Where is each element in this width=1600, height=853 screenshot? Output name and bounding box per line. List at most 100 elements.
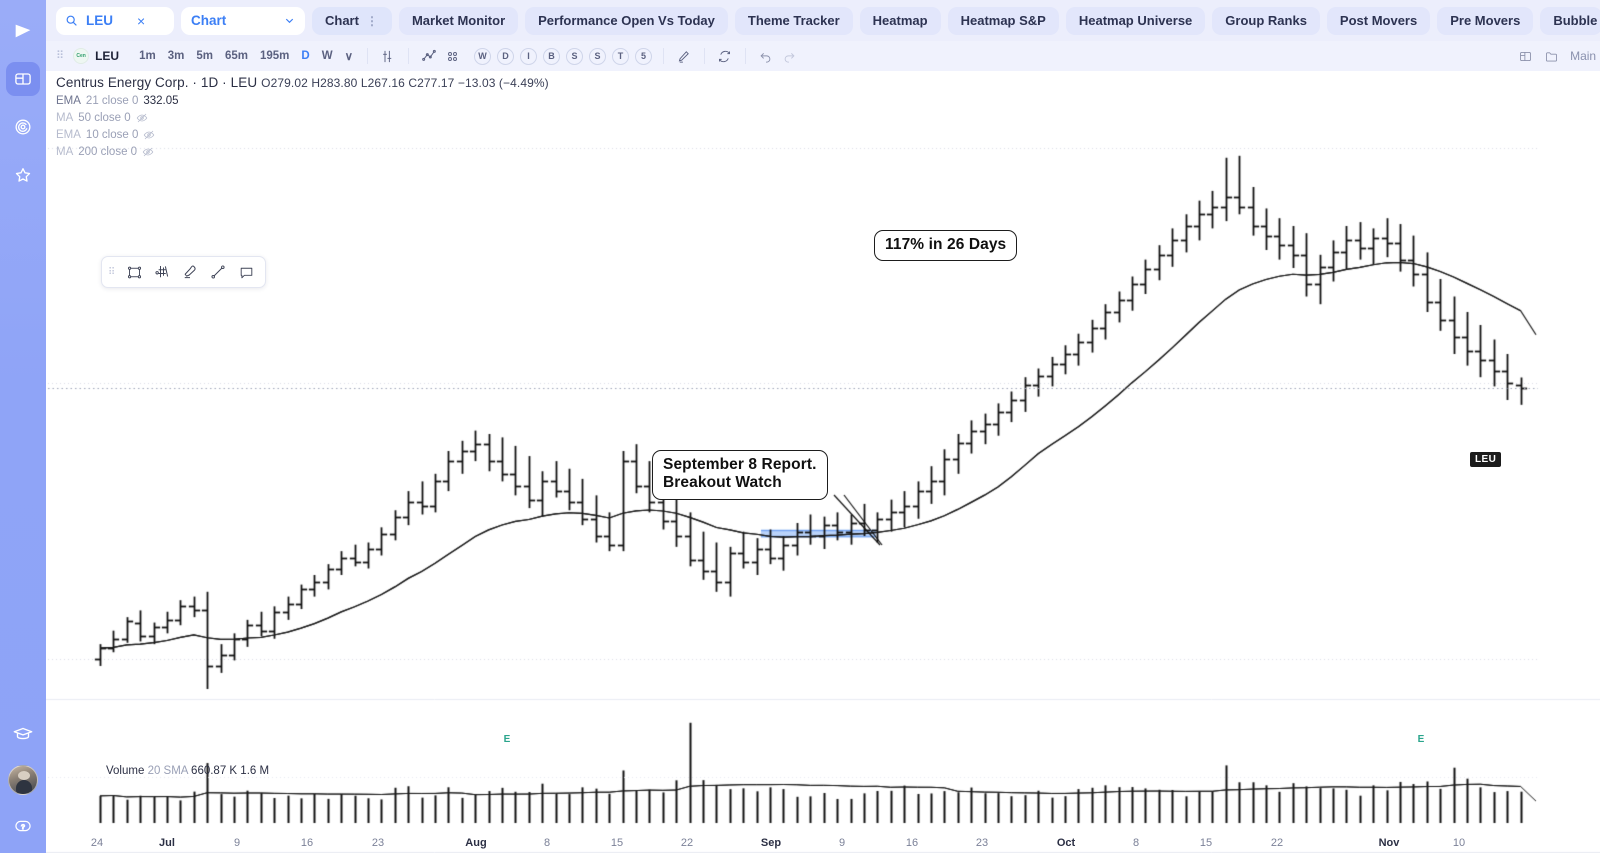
indicator-settings-icon[interactable] xyxy=(376,44,400,68)
widget-tab-heatmap-s-p[interactable]: Heatmap S&P xyxy=(947,6,1059,35)
avatar[interactable] xyxy=(8,765,38,795)
toolbar-right-group: Main ∨ xyxy=(1513,44,1600,68)
grid-layout-icon[interactable] xyxy=(441,44,465,68)
quick-button-b-3[interactable]: B xyxy=(542,47,560,65)
toolbar-ticker[interactable]: LEU xyxy=(95,49,120,63)
widget-tab-heatmap-universe[interactable]: Heatmap Universe xyxy=(1065,6,1206,35)
star-icon[interactable] xyxy=(6,158,40,192)
quick-button-w-0[interactable]: W xyxy=(473,47,491,65)
timeframe-W[interactable]: W xyxy=(321,50,333,62)
search-value: LEU xyxy=(86,13,113,28)
widget-tab-theme-tracker[interactable]: Theme Tracker xyxy=(734,6,853,35)
widget-tab-heatmap[interactable]: Heatmap xyxy=(859,6,941,35)
volume-legend-params: 20 SMA xyxy=(147,765,188,777)
clear-search-icon[interactable]: × xyxy=(137,12,146,29)
undo-icon[interactable] xyxy=(754,44,778,68)
widget-tab-market-monitor[interactable]: Market Monitor xyxy=(398,6,519,35)
widget-tab-label: Group Ranks xyxy=(1225,13,1307,28)
send-icon[interactable] xyxy=(6,14,40,48)
pencil-icon[interactable] xyxy=(672,44,696,68)
toolbar-divider-5 xyxy=(744,48,746,64)
timeframe-list: 1m 3m 5m 65m 195m D W xyxy=(133,50,339,62)
chart-toolbar: ⠿ Cen LEU 1m 3m 5m 65m 195m D W ∨ xyxy=(46,41,1600,71)
callout-icon[interactable] xyxy=(233,260,259,284)
drawing-toolbar-grip[interactable]: ⠿ xyxy=(108,266,116,278)
time-tick-jul: Jul xyxy=(159,837,175,849)
timeframe-65m[interactable]: 65m xyxy=(224,50,248,62)
highlighter-icon[interactable] xyxy=(177,260,203,284)
toolbar-divider-2 xyxy=(407,48,409,64)
quick-button-i-2[interactable]: I xyxy=(519,47,537,65)
time-tick-15: 15 xyxy=(1199,837,1213,849)
time-tick-22: 22 xyxy=(680,837,694,849)
toolbar-divider xyxy=(366,48,368,64)
timeframe-1m[interactable]: 1m xyxy=(139,50,156,62)
widget-tab-label: Chart xyxy=(325,13,359,28)
time-tick-23: 23 xyxy=(975,837,989,849)
anchored-vwap-icon[interactable] xyxy=(149,260,175,284)
timeframe-195m[interactable]: 195m xyxy=(259,50,290,62)
time-tick-16: 16 xyxy=(300,837,314,849)
earnings-marker[interactable]: E xyxy=(1417,734,1425,745)
top-widget-bar: LEU × Chart Chart ⋮ Market Monitor Performa… xyxy=(46,0,1600,41)
quick-button-t-6[interactable]: T xyxy=(611,47,629,65)
earnings-marker[interactable]: E xyxy=(503,734,511,745)
rectangle-icon[interactable] xyxy=(121,260,147,284)
widget-tab-label: Heatmap xyxy=(872,13,928,28)
template-icon[interactable] xyxy=(1513,44,1537,68)
time-tick-10: 10 xyxy=(1452,837,1466,849)
layout-select[interactable]: Chart xyxy=(181,6,305,35)
left-rail: ? xyxy=(0,0,46,853)
time-tick-aug: Aug xyxy=(465,837,487,849)
help-icon[interactable]: ? xyxy=(6,809,40,843)
toolbar-divider-3 xyxy=(662,48,664,64)
widget-tab-post-movers[interactable]: Post Movers xyxy=(1326,6,1431,35)
time-axis[interactable]: 24 Jul 9 16 23 Aug 8 15 22 Sep 9 16 23 Oct 8 15 22 Nov 10 xyxy=(46,829,1600,853)
quick-button-s-4[interactable]: S xyxy=(565,47,583,65)
timeframe-D[interactable]: D xyxy=(301,50,310,62)
time-tick-nov: Nov xyxy=(1378,837,1400,849)
widget-tab-group-ranks[interactable]: Group Ranks xyxy=(1212,6,1320,35)
quick-button-d-1[interactable]: D xyxy=(496,47,514,65)
target-icon[interactable] xyxy=(6,110,40,144)
ticker-logo-icon: Cen xyxy=(73,48,90,64)
line-chart-icon[interactable] xyxy=(417,44,441,68)
quick-button-s-5[interactable]: S xyxy=(588,47,606,65)
time-tick-8: 8 xyxy=(543,837,551,849)
widget-tabs: Chart ⋮ Market Monitor Performance Open Vs … xyxy=(312,6,1600,35)
redo-icon[interactable] xyxy=(778,44,802,68)
time-tick-16: 16 xyxy=(905,837,919,849)
folder-label[interactable]: Main xyxy=(1570,49,1597,63)
chart-canvas-area[interactable]: Centrus Energy Corp. · 1D · LEU O279.02 H… xyxy=(46,71,1600,853)
annotation-percent[interactable]: 117% in 26 Days xyxy=(874,230,1018,262)
trend-line-icon[interactable] xyxy=(205,260,231,284)
widget-tab-menu-icon[interactable]: ⋮ xyxy=(365,13,379,28)
time-tick-oct: Oct xyxy=(1056,837,1076,849)
layout-select-value: Chart xyxy=(191,13,227,28)
timeframe-more-caret[interactable]: ∨ xyxy=(344,51,353,63)
current-price-label: LEU xyxy=(1470,451,1502,467)
layout-icon[interactable] xyxy=(6,62,40,96)
refresh-icon[interactable] xyxy=(713,44,737,68)
annotation-september-report[interactable]: September 8 Report. Breakout Watch xyxy=(652,450,828,500)
time-tick-sep: Sep xyxy=(760,837,782,849)
widget-tab-chart[interactable]: Chart ⋮ xyxy=(312,6,392,35)
folder-icon[interactable] xyxy=(1539,44,1563,68)
time-tick-24: 24 xyxy=(90,837,104,849)
quick-button-5-7[interactable]: 5 xyxy=(634,47,652,65)
widget-tab-pre-movers[interactable]: Pre Movers xyxy=(1437,6,1534,35)
drawing-toolbar: ⠿ xyxy=(101,256,267,288)
widget-tab-performance-open-vs-today[interactable]: Performance Open Vs Today xyxy=(525,6,728,35)
drag-handle-icon[interactable]: ⠿ xyxy=(56,50,66,62)
graduation-cap-icon[interactable] xyxy=(6,717,40,751)
time-tick-15: 15 xyxy=(610,837,624,849)
widget-tab-label: Heatmap Universe xyxy=(1078,13,1193,28)
timeframe-5m[interactable]: 5m xyxy=(196,50,213,62)
timeframe-3m[interactable]: 3m xyxy=(167,50,185,62)
search-input[interactable]: LEU × xyxy=(56,6,174,35)
widget-tab-label: Market Monitor xyxy=(411,13,506,28)
widget-tab-bubble-c[interactable]: Bubble C xyxy=(1540,6,1600,35)
widget-tab-label: Post Movers xyxy=(1339,13,1418,28)
time-tick-8: 8 xyxy=(1132,837,1140,849)
